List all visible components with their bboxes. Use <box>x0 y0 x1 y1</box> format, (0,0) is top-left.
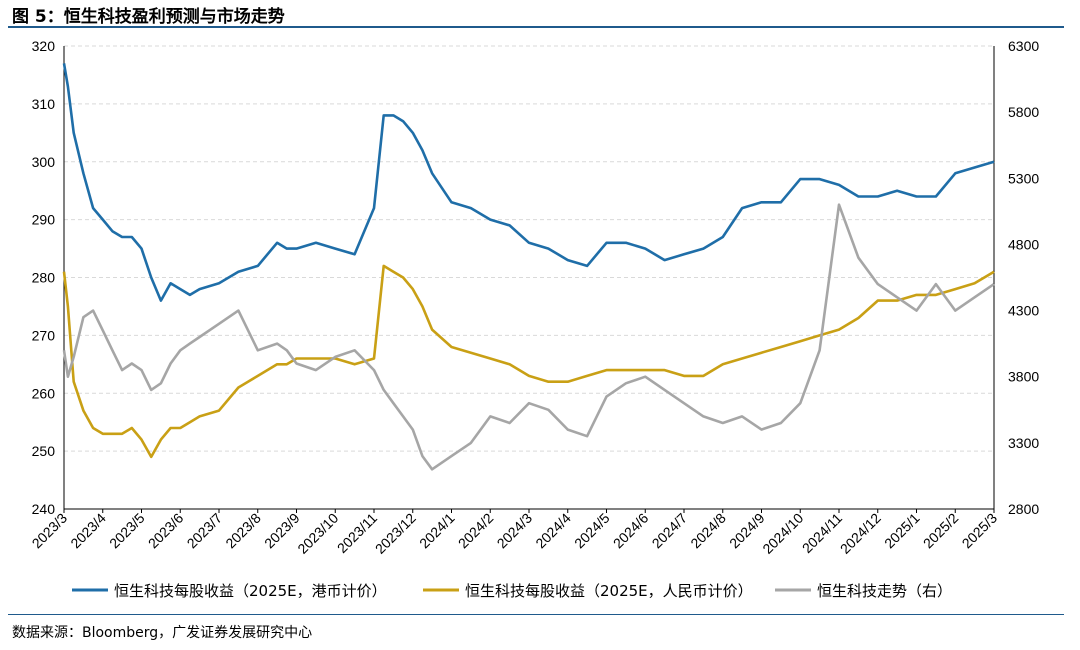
series-line-3 <box>62 203 995 471</box>
x-tick-label: 2024/1 <box>416 510 458 552</box>
y-left-tick-label: 250 <box>32 443 56 459</box>
x-tick-label: 2024/7 <box>649 510 691 552</box>
x-tick-label: 2023/10 <box>294 510 341 557</box>
chart: 240 250 260 270 280 290 300 310 320 2800 3300 3800… <box>29 38 1040 600</box>
y-right-tick-label: 2800 <box>1008 501 1039 517</box>
x-tick-label: 2023/11 <box>334 510 381 557</box>
y-axis-left: 240 250 260 270 280 290 300 310 320 <box>32 38 56 517</box>
grid <box>64 45 994 452</box>
x-tick-label: 2024/12 <box>837 510 884 557</box>
y-left-tick-label: 280 <box>32 270 56 286</box>
y-left-tick-label: 290 <box>32 212 56 228</box>
series-line-1 <box>62 63 995 302</box>
x-tick-label: 2025/2 <box>920 510 962 552</box>
x-tick-label: 2025/3 <box>959 510 1001 552</box>
x-tick-label: 2023/12 <box>372 510 419 557</box>
x-tick-label: 2024/2 <box>455 510 497 552</box>
x-tick-label: 2024/3 <box>494 510 536 552</box>
y-right-tick-label: 3300 <box>1008 435 1039 451</box>
y-right-tick-label: 3800 <box>1008 369 1039 385</box>
y-left-tick-label: 320 <box>32 38 56 54</box>
chart-title: 图 5：恒生科技盈利预测与市场走势 <box>12 7 285 27</box>
y-right-tick-label: 5800 <box>1008 104 1039 120</box>
y-left-tick-label: 310 <box>32 96 56 112</box>
x-tick-label: 2024/5 <box>571 510 613 552</box>
y-axis-right: 2800 3300 3800 4300 4800 5300 5800 6300 <box>1008 38 1039 517</box>
x-tick-label: 2024/4 <box>532 510 574 552</box>
legend-label: 恒生科技每股收益（2025E，人民币计价） <box>465 582 753 600</box>
x-tick-label: 2023/6 <box>145 510 187 552</box>
y-right-tick-label: 5300 <box>1008 170 1039 186</box>
y-left-tick-label: 240 <box>32 501 56 517</box>
y-right-tick-label: 6300 <box>1008 38 1039 54</box>
x-tick-label: 2025/1 <box>881 510 923 552</box>
x-tick-label: 2023/7 <box>184 510 226 552</box>
series-lines <box>62 63 995 471</box>
legend: 恒生科技每股收益（2025E，港币计价） 恒生科技每股收益（2025E，人民币计价… <box>72 582 952 600</box>
legend-label: 恒生科技每股收益（2025E，港币计价） <box>114 582 387 600</box>
x-tick-label: 2023/4 <box>67 510 109 552</box>
y-left-tick-label: 300 <box>32 154 56 170</box>
title-divider <box>8 26 1064 28</box>
x-tick-label: 2023/8 <box>222 510 264 552</box>
legend-label: 恒生科技走势（右） <box>817 582 952 600</box>
y-left-tick-label: 260 <box>32 385 56 401</box>
x-axis: 2023/32023/42023/52023/62023/72023/82023… <box>29 509 1001 557</box>
x-tick-label: 2024/11 <box>799 510 846 557</box>
source-divider <box>8 614 1064 615</box>
x-tick-label: 2024/8 <box>687 510 729 552</box>
y-right-tick-label: 4300 <box>1008 303 1039 319</box>
y-left-tick-label: 270 <box>32 327 56 343</box>
x-tick-label: 2024/6 <box>610 510 652 552</box>
x-tick-label: 2023/5 <box>106 510 148 552</box>
x-tick-label: 2024/10 <box>759 510 806 557</box>
series-line-2 <box>62 264 995 459</box>
y-right-tick-label: 4800 <box>1008 236 1039 252</box>
source-note: 数据来源：Bloomberg，广发证券发展研究中心 <box>12 625 313 641</box>
